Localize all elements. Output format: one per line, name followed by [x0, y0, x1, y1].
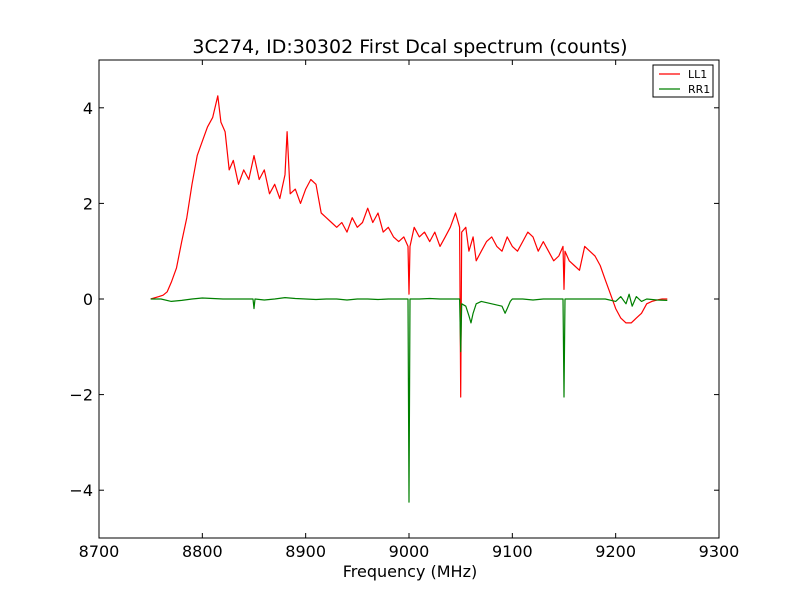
series-line-ll1: [150, 95, 668, 398]
x-tick-label: 9000: [389, 542, 430, 561]
y-axis: −4 −2 0 2 4: [69, 99, 719, 500]
chart-title: 3C274, ID:30302 First Dcal spectrum (cou…: [192, 36, 627, 58]
x-tick-label: 9200: [595, 542, 636, 561]
series-layer: [150, 95, 668, 503]
x-axis-label: Frequency (MHz): [343, 562, 477, 581]
legend-box: [652, 64, 714, 98]
y-tick-label: −2: [69, 386, 93, 405]
x-tick-label: 8900: [285, 542, 326, 561]
y-tick-label: 0: [83, 290, 93, 309]
legend-label-ll1: LL1: [688, 68, 707, 81]
x-tick-label: 8700: [79, 542, 120, 561]
x-axis: 8700 8800 8900 9000 9100 9200 9300: [79, 60, 740, 561]
y-tick-label: −4: [69, 481, 93, 500]
series-line-rr1: [150, 293, 668, 503]
x-tick-label: 8800: [182, 542, 223, 561]
x-tick-label: 9100: [492, 542, 533, 561]
x-tick-label: 9300: [699, 542, 740, 561]
legend-label-rr1: RR1: [688, 83, 710, 96]
y-tick-label: 2: [83, 194, 93, 213]
y-tick-label: 4: [83, 99, 93, 118]
legend: LL1 RR1: [652, 64, 714, 98]
